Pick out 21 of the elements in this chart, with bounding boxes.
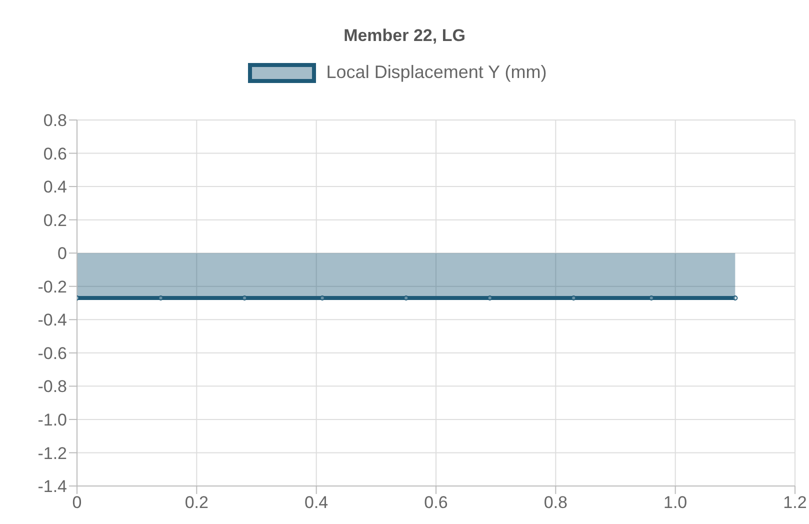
y-tick-label: -0.4 (38, 310, 67, 330)
chart-title: Member 22, LG (342, 26, 466, 46)
legend-label: Local Displacement Y (mm) (326, 62, 547, 83)
x-tick-label: 0.4 (304, 493, 328, 512)
y-tick-label: -1.0 (38, 410, 67, 430)
y-tick-label: -1.2 (38, 444, 67, 463)
x-tick-label: 1.2 (783, 493, 807, 512)
x-tick-label: 1.0 (664, 493, 688, 512)
y-tick-label: 0.8 (43, 111, 67, 130)
x-tick-label: 0 (72, 493, 82, 512)
y-tick-label: -0.8 (38, 377, 67, 396)
y-tick-label: 0 (58, 244, 67, 264)
y-tick-label: -0.2 (38, 277, 67, 296)
x-tick-label: 0.6 (424, 493, 448, 512)
y-tick-label: 0.2 (43, 210, 67, 230)
y-tick-label: -1.4 (38, 477, 67, 496)
y-tick-label: 0.4 (43, 178, 67, 197)
y-tick-label: 0.6 (43, 144, 67, 164)
x-tick-label: 0.2 (184, 493, 208, 512)
x-tick-label: 0.8 (544, 493, 568, 512)
y-tick-label: -0.6 (38, 344, 67, 363)
